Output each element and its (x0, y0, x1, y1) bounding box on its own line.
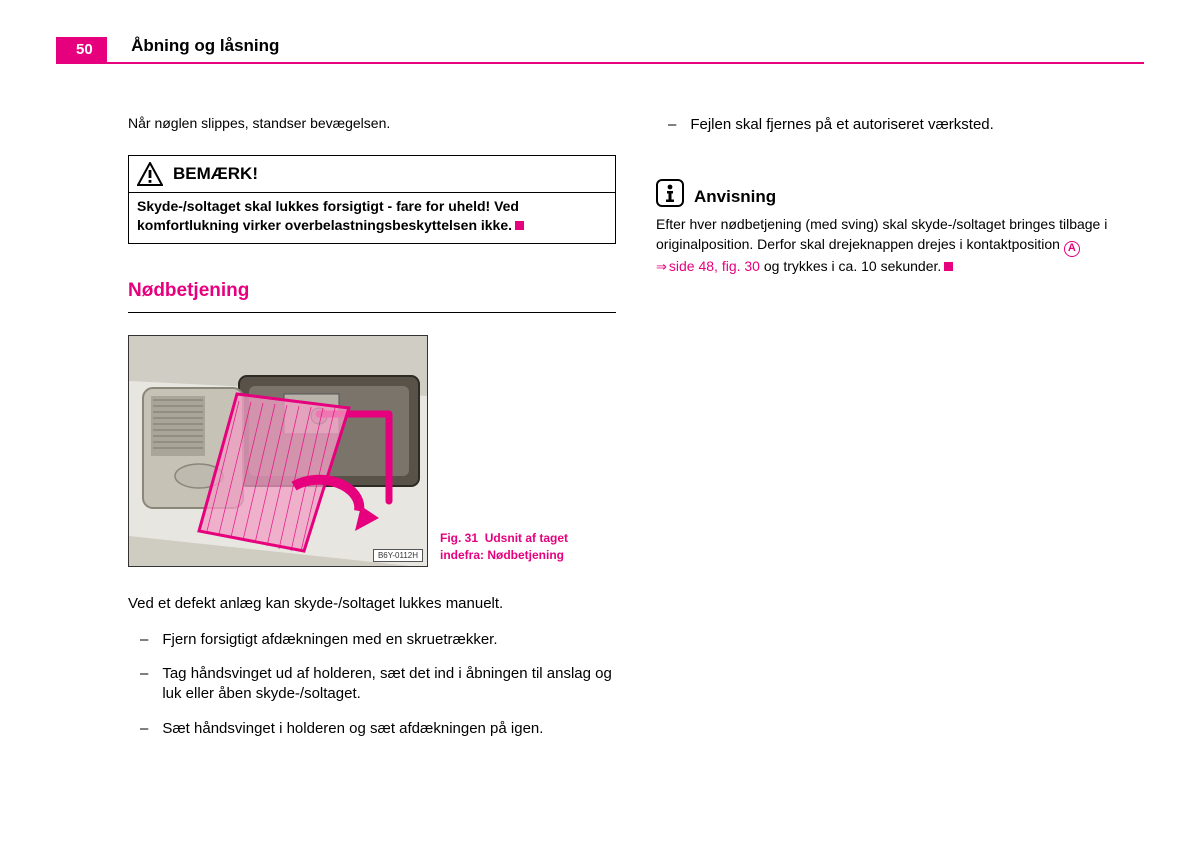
warning-triangle-icon (137, 162, 163, 186)
section-title: Åbning og låsning (131, 36, 279, 62)
note-body-before: Efter hver nødbetjening (med sving) skal… (656, 216, 1107, 252)
intro-text: Når nøglen slippes, standser bevægelsen. (128, 115, 616, 131)
note-header: Anvisning (656, 179, 1144, 207)
subsection-title: Nødbetjening (128, 280, 616, 313)
warning-box: BEMÆRK! Skyde-/soltaget skal lukkes fors… (128, 155, 616, 244)
figure-illustration: B6Y-0112H (128, 335, 428, 567)
step-text: Tag håndsvinget ud af holderen, sæt det … (162, 664, 616, 705)
figure-row: B6Y-0112H Fig. 31 Udsnit af taget indefr… (128, 335, 616, 567)
step-text: Sæt håndsvinget i holderen og sæt afdækn… (162, 719, 543, 739)
page-header: 50 Åbning og låsning (56, 36, 1144, 64)
left-column: Når nøglen slippes, standser bevægelsen.… (128, 115, 616, 753)
circle-letter-a: A (1064, 241, 1080, 257)
arrow-icon: ⇒ (656, 259, 667, 274)
step-text: Fjern forsigtigt afdækningen med en skru… (162, 630, 497, 650)
warning-body: Skyde-/soltaget skal lukkes forsigtigt -… (129, 193, 615, 243)
page-number: 50 (56, 37, 107, 62)
procedure-list-right: Fejlen skal fjernes på et autoriseret væ… (656, 115, 1144, 135)
right-column: Fejlen skal fjernes på et autoriseret væ… (656, 115, 1144, 753)
list-item: Tag håndsvinget ud af holderen, sæt det … (128, 664, 616, 705)
procedure-list: Fjern forsigtigt afdækningen med en skru… (128, 630, 616, 739)
warning-body-text: Skyde-/soltaget skal lukkes forsigtigt -… (137, 198, 519, 233)
note-body: Efter hver nødbetjening (med sving) skal… (656, 215, 1144, 276)
end-marker-icon (944, 262, 953, 271)
page-reference-link[interactable]: side 48, fig. 30 (669, 258, 760, 274)
warning-header: BEMÆRK! (129, 156, 615, 193)
content-area: Når nøglen slippes, standser bevægelsen.… (128, 115, 1144, 753)
step-text: Fejlen skal fjernes på et autoriseret væ… (690, 115, 993, 135)
info-icon (656, 179, 684, 207)
note-body-after: og trykkes i ca. 10 sekunder. (760, 258, 941, 274)
procedure-intro: Ved et defekt anlæg kan skyde-/soltaget … (128, 595, 616, 612)
note-title: Anvisning (694, 187, 776, 207)
figure-caption: Fig. 31 Udsnit af taget indefra: Nødbetj… (440, 530, 570, 566)
list-item: Fejlen skal fjernes på et autoriseret væ… (656, 115, 1144, 135)
figure-code-label: B6Y-0112H (373, 549, 423, 562)
list-item: Fjern forsigtigt afdækningen med en skru… (128, 630, 616, 650)
list-item: Sæt håndsvinget i holderen og sæt afdækn… (128, 719, 616, 739)
end-marker-icon (515, 221, 524, 230)
figure-caption-label: Fig. 31 (440, 531, 478, 545)
warning-title: BEMÆRK! (173, 164, 258, 184)
